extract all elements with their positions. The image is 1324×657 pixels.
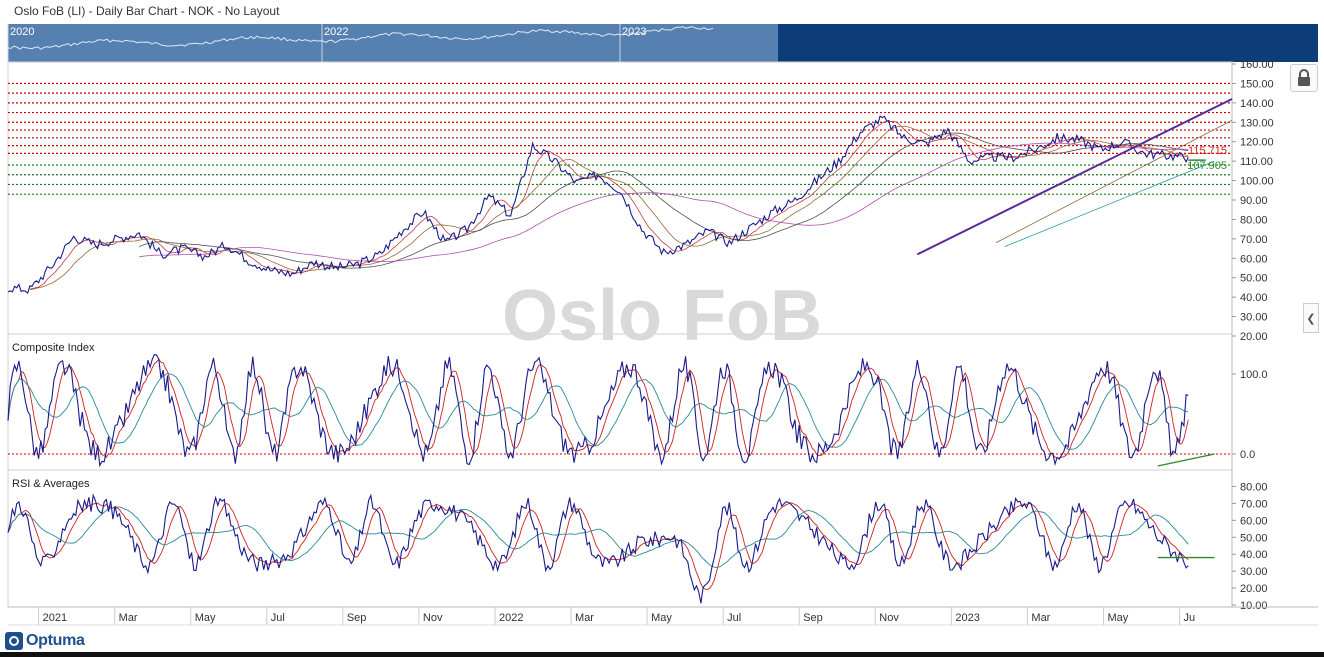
x-tick-label: Ju [1184,612,1196,624]
rsi-line [7,493,1189,604]
rsi-tick-label: 60.00 [1240,515,1268,527]
rsi-tick-label: 70.00 [1240,498,1268,510]
price-tick-label: 30.00 [1240,312,1268,324]
composite-index-line [7,353,1189,468]
trendline-brown [995,119,1233,244]
rsi-slow-average [7,506,1189,568]
collapse-panel-button[interactable]: ❮ [1303,303,1319,333]
x-tick-label: Sep [803,612,823,624]
overview-price-line [7,26,714,50]
price-tick-label: 50.00 [1240,273,1268,285]
level-annotation: 115.715 [1188,145,1227,157]
moving-average-slow [138,132,1189,269]
rsi-tick-label: 50.00 [1240,532,1268,544]
x-tick-label: Sep [347,612,367,624]
rsi-tick-label: 30.00 [1240,566,1268,578]
moving-average-mid [29,125,1189,290]
composite-tick-label: 0.0 [1240,449,1255,461]
price-tick-label: 120.00 [1240,137,1274,149]
price-tick-label: 20.00 [1240,331,1268,343]
x-tick-label: Jul [727,612,741,624]
x-tick-label: Nov [879,612,899,624]
x-tick-label: Mar [575,612,594,624]
composite-divergence-line [1157,453,1215,467]
composite-tick-label: 100.0 [1240,369,1268,381]
level-annotation: 107.905 [1187,160,1227,172]
trendline-purple [916,98,1233,256]
price-tick-label: 100.00 [1240,176,1274,188]
price-tick-label: 110.00 [1240,156,1273,168]
rsi-tick-label: 20.00 [1240,583,1268,595]
x-tick-label: May [195,612,216,624]
chevron-left-icon: ❮ [1306,312,1316,325]
optuma-logo-icon [5,632,23,650]
composite-slow-average [7,372,1189,450]
watermark: Oslo FoB [502,276,822,356]
bottom-border [0,652,1324,657]
rsi-fast-average [7,502,1189,590]
overview-year-label: 2023 [622,26,646,38]
x-tick-label: Mar [1031,612,1050,624]
x-tick-label: Jul [271,612,285,624]
optuma-logo: Optuma [5,630,85,652]
rsi-tick-label: 40.00 [1240,549,1268,561]
rsi-tick-label: 80.00 [1240,481,1268,493]
price-tick-label: 160.00 [1240,59,1274,71]
rsi-panel-title: RSI & Averages [12,478,90,490]
logo-text: Optuma [26,632,85,649]
price-tick-label: 130.00 [1240,117,1274,129]
overview-year-label: 2020 [10,26,34,38]
overview-year-label: 2022 [324,26,348,38]
x-tick-label: May [1107,612,1128,624]
x-tick-label: May [651,612,672,624]
overview-window [8,24,778,62]
price-line [7,115,1189,294]
composite-fast-average [7,358,1189,459]
price-tick-label: 40.00 [1240,292,1268,304]
chart-title: Oslo FoB (LI) - Daily Bar Chart - NOK - … [14,4,280,18]
price-tick-label: 140.00 [1240,98,1274,110]
x-tick-label: Mar [119,612,138,624]
x-tick-label: 2023 [955,612,979,624]
moving-average-long [139,142,1189,262]
overview-remaining [778,24,1318,62]
price-tick-label: 150.00 [1240,78,1274,90]
x-tick-label: 2022 [499,612,523,624]
rsi-panel [7,469,1233,608]
rsi-tick-label: 10.00 [1240,600,1268,612]
price-tick-label: 80.00 [1240,214,1268,226]
lock-icon [1298,69,1310,86]
price-tick-label: 60.00 [1240,253,1268,265]
composite-panel-title: Composite Index [12,342,95,354]
lock-button[interactable] [1290,64,1318,92]
x-tick-label: 2021 [43,612,67,624]
trendline-teal [1004,160,1215,247]
price-tick-label: 70.00 [1240,234,1268,246]
x-tick-label: Nov [423,612,443,624]
price-tick-label: 90.00 [1240,195,1268,207]
